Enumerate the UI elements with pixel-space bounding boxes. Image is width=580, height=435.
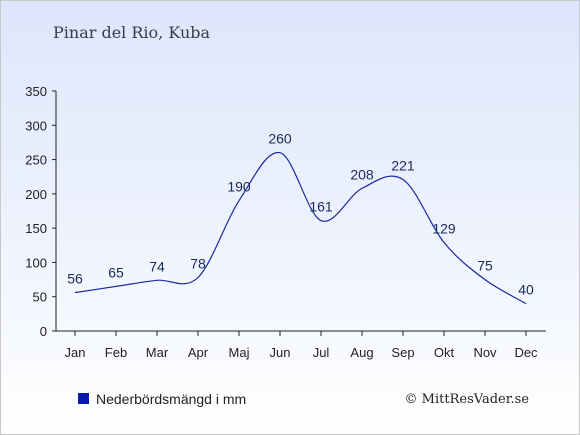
x-tick-label: Dec <box>514 345 538 360</box>
x-tick-label: Mar <box>146 345 169 360</box>
data-label: 208 <box>350 166 374 182</box>
data-label: 40 <box>518 282 534 298</box>
y-tick-label: 150 <box>25 221 47 236</box>
data-label: 260 <box>268 131 292 147</box>
data-label: 129 <box>432 221 456 237</box>
chart-title: Pinar del Rio, Kuba <box>53 23 210 42</box>
y-axis: 0 50 100 150 200 250 300 350 <box>25 84 57 339</box>
x-tick-label: Jun <box>270 345 291 360</box>
y-tick-label: 300 <box>25 118 47 133</box>
x-tick-label: Jan <box>65 345 86 360</box>
y-tick-label: 100 <box>25 255 47 270</box>
data-label: 78 <box>190 256 206 272</box>
series-group <box>74 152 527 305</box>
x-tick-label: Aug <box>350 345 373 360</box>
x-tick-label: Nov <box>473 345 497 360</box>
legend-swatch <box>78 393 89 404</box>
x-tick-label: Sep <box>391 345 414 360</box>
data-label: 56 <box>67 271 83 287</box>
x-tick-label: Jul <box>313 345 330 360</box>
site-credit: © MittResVader.se <box>405 392 530 407</box>
precipitation-line <box>74 152 527 305</box>
data-labels: 56 65 74 78 190 260 161 208 221 129 75 40 <box>67 131 534 298</box>
x-tick-label: Maj <box>229 345 250 360</box>
x-tick-label: Okt <box>434 345 455 360</box>
x-tick-label: Apr <box>188 345 209 360</box>
y-tick-label: 200 <box>25 187 47 202</box>
data-label: 74 <box>149 258 165 274</box>
data-label: 75 <box>477 258 493 274</box>
y-tick-label: 250 <box>25 153 47 168</box>
y-tick-label: 350 <box>25 84 47 99</box>
data-label: 65 <box>108 264 124 280</box>
x-axis: Jan Feb Mar Apr Maj Jun Jul Aug Sep Okt Nov Dec <box>56 330 546 360</box>
y-tick-label: 50 <box>33 290 47 305</box>
x-tick-label: Feb <box>105 345 127 360</box>
data-label: 161 <box>309 199 333 215</box>
legend-label: Nederbördsmängd i mm <box>96 391 246 407</box>
legend: Nederbördsmängd i mm <box>78 391 246 407</box>
data-label: 190 <box>227 179 251 195</box>
data-label: 221 <box>391 157 415 173</box>
y-tick-label: 0 <box>40 324 47 339</box>
